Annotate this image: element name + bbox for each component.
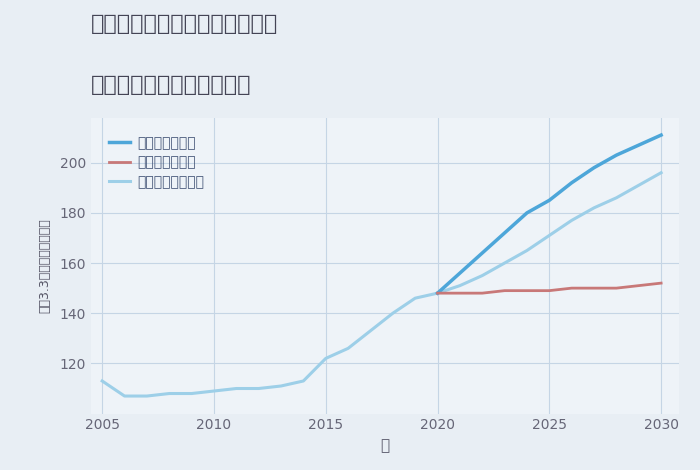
X-axis label: 年: 年: [380, 438, 390, 453]
Y-axis label: 坪（3.3㎡）単価（万円）: 坪（3.3㎡）単価（万円）: [38, 218, 51, 313]
Legend: グッドシナリオ, バッドシナリオ, ノーマルシナリオ: グッドシナリオ, バッドシナリオ, ノーマルシナリオ: [104, 130, 210, 195]
Text: 中古マンションの価格推移: 中古マンションの価格推移: [91, 75, 251, 95]
Text: 大阪府大阪市住吉区帝塚山東の: 大阪府大阪市住吉区帝塚山東の: [91, 14, 279, 34]
